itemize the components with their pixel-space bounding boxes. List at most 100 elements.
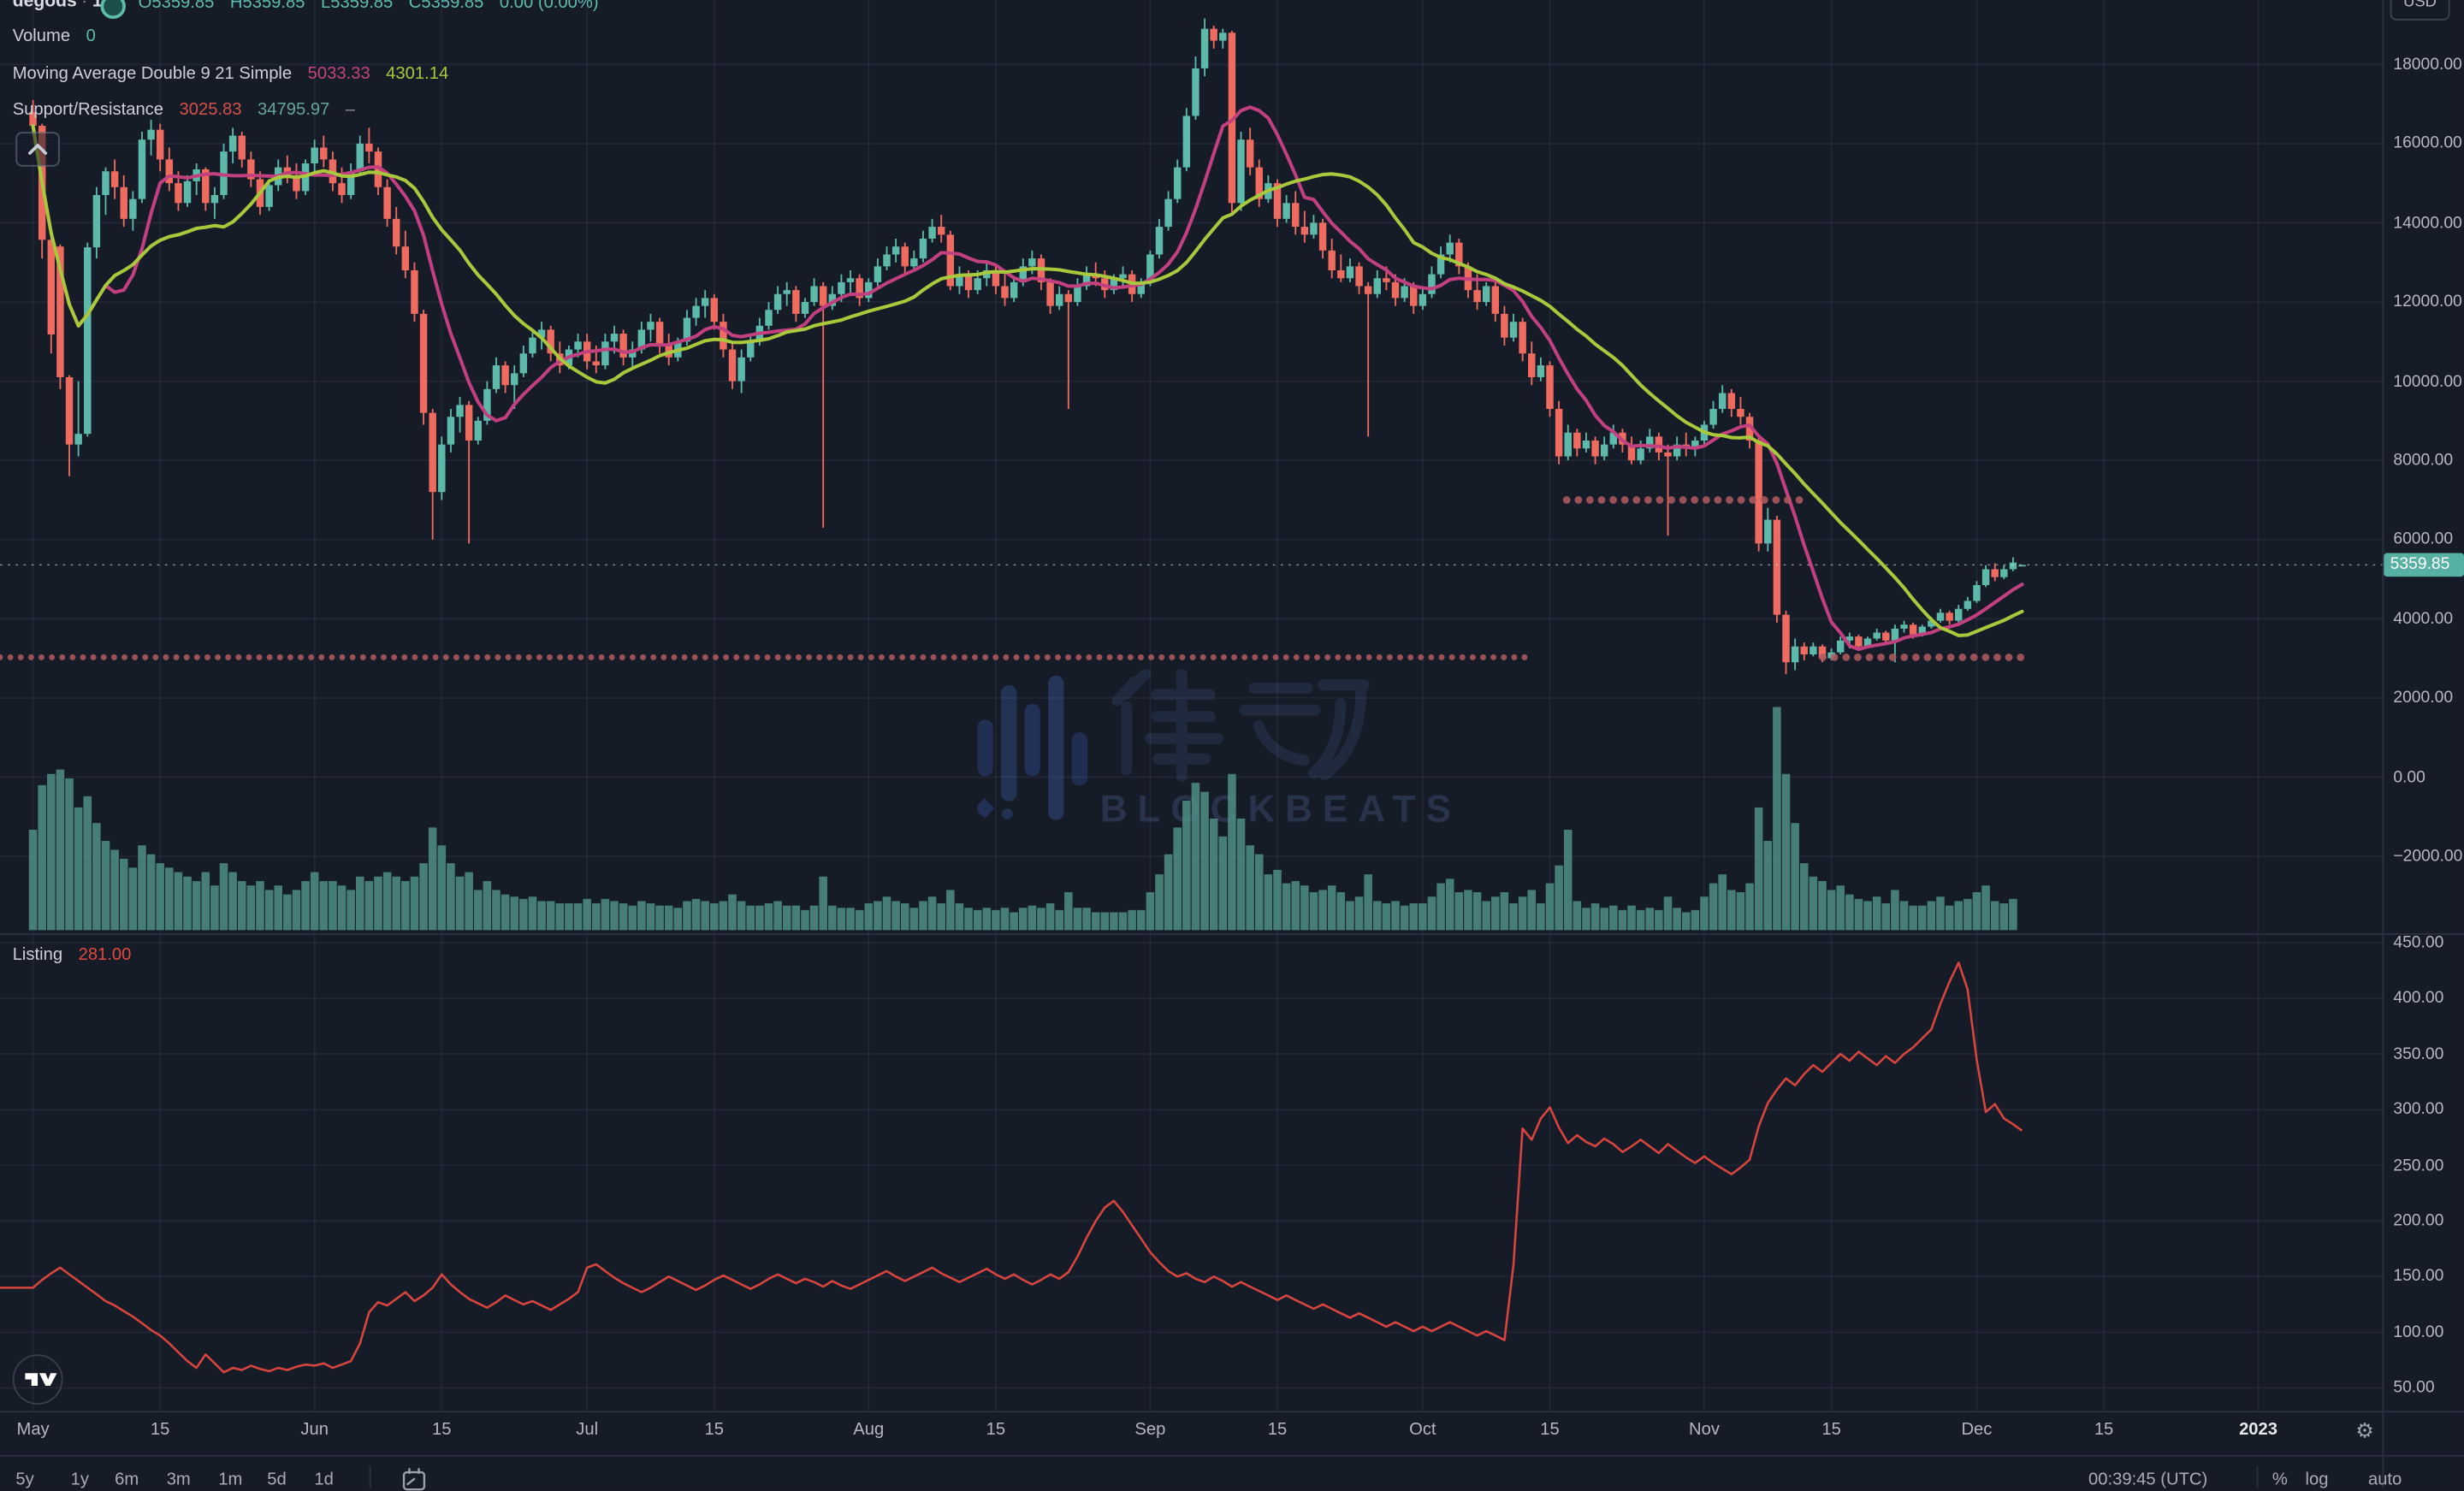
volume-bar	[828, 905, 837, 931]
candle-body	[574, 341, 582, 350]
percent-scale-button[interactable]: %	[2272, 1470, 2288, 1490]
support-resistance-dot	[432, 654, 439, 660]
candle-body	[919, 238, 927, 259]
volume-bar	[837, 908, 846, 931]
calendar-icon[interactable]	[402, 1468, 427, 1491]
auto-scale-button[interactable]: auto	[2367, 1470, 2402, 1490]
volume-bar	[1791, 823, 1799, 931]
candle-body	[1546, 365, 1554, 409]
volume-bar	[1527, 890, 1537, 931]
time-axis-label: 15	[2094, 1420, 2114, 1440]
legend-sr-row[interactable]: Support/Resistance 3025.83 34795.97 –	[13, 101, 355, 120]
legend-listing-row[interactable]: Listing 281.00	[13, 946, 132, 965]
collapse-legend-button[interactable]	[15, 132, 60, 167]
time-axis-label: 15	[1267, 1420, 1288, 1440]
support-resistance-dot	[1282, 654, 1289, 660]
timeframe-button-1y[interactable]: 1y	[70, 1470, 90, 1490]
candle-body	[429, 412, 436, 493]
listing-tick-label: 250.00	[2393, 1156, 2444, 1175]
volume-bar	[56, 769, 65, 931]
time-axis-label: 15	[704, 1420, 725, 1440]
support-resistance-dot	[318, 654, 325, 660]
volume-bar	[982, 908, 992, 931]
candle-body	[383, 186, 391, 219]
support-resistance-dot	[1106, 654, 1113, 660]
candle-body	[228, 135, 237, 152]
volume-bar	[1045, 903, 1055, 931]
candle-body	[1709, 408, 1717, 425]
volume-bar	[1537, 903, 1545, 931]
tradingview-logo[interactable]	[12, 1354, 63, 1405]
volume-bar	[1491, 896, 1500, 931]
pane-separator[interactable]	[0, 933, 2464, 935]
support-resistance-dot	[525, 654, 532, 660]
candle-body	[129, 198, 137, 219]
candle-body	[483, 388, 491, 421]
support-resistance-dot	[17, 654, 24, 660]
timeframe-button-1m[interactable]: 1m	[218, 1470, 243, 1490]
ma-fast-value: 5033.33	[307, 63, 370, 83]
volume-bar	[1228, 773, 1236, 931]
candle-body	[1873, 632, 1881, 639]
toolbar-divider	[369, 1465, 371, 1488]
candle-body	[210, 195, 219, 204]
candle-body	[338, 183, 346, 196]
price-tick-label: 12000.00	[2393, 292, 2462, 312]
candle-body	[2009, 562, 2017, 570]
price-tick-label: 6000.00	[2393, 530, 2454, 549]
volume-bar	[565, 903, 573, 931]
volume-bar	[128, 867, 138, 931]
candle-body	[1664, 452, 1672, 457]
volume-bar	[1700, 896, 1709, 931]
volume-bar	[855, 909, 864, 931]
watermark-latin-text: BLOCKBEATS	[1099, 789, 1461, 831]
volume-bar	[1100, 912, 1110, 931]
legend-ma-row[interactable]: Moving Average Double 9 21 Simple 5033.3…	[13, 63, 449, 82]
volume-bar	[664, 905, 673, 931]
candle-body	[883, 254, 891, 267]
candle-body	[411, 269, 418, 314]
timeframe-button-3m[interactable]: 3m	[166, 1470, 191, 1490]
support-resistance-dot	[1469, 654, 1476, 660]
candle-body	[1745, 417, 1754, 441]
timeframe-button-1d[interactable]: 1d	[314, 1470, 334, 1490]
legend-volume-row[interactable]: Volume 0	[13, 27, 96, 45]
volume-bar	[1799, 863, 1809, 931]
support-resistance-dot	[1438, 654, 1445, 660]
support-resistance-dot	[1397, 654, 1404, 660]
volume-bar	[1881, 903, 1891, 931]
timeframe-button-6m[interactable]: 6m	[115, 1470, 139, 1490]
currency-button[interactable]: USD	[2390, 0, 2450, 21]
clock-utc[interactable]: 00:39:45 (UTC)	[2088, 1470, 2208, 1490]
support-resistance-dot	[298, 654, 305, 660]
candle-body	[1509, 322, 1518, 338]
candle-body	[1373, 278, 1382, 294]
candle-body	[1582, 441, 1590, 449]
volume-bar	[1309, 892, 1318, 931]
log-scale-button[interactable]: log	[2305, 1470, 2329, 1490]
candle-body	[974, 278, 981, 291]
candle-body	[1691, 441, 1699, 449]
listing-tick-label: 350.00	[2393, 1044, 2444, 1064]
listing-tick-label: 150.00	[2393, 1267, 2444, 1287]
volume-bar	[1373, 901, 1382, 931]
support-resistance-dot	[287, 654, 293, 660]
volume-bar	[138, 845, 146, 931]
timeframe-button-5d[interactable]: 5d	[267, 1470, 287, 1490]
time-axis-gear-icon[interactable]: ⚙	[2355, 1418, 2374, 1443]
volume-bar	[573, 903, 583, 931]
volume-bar	[1718, 874, 1727, 931]
support-resistance-dot	[349, 654, 356, 660]
candle-body	[1028, 258, 1036, 267]
support-resistance-dot	[1737, 496, 1745, 504]
volume-bar	[465, 872, 473, 931]
support-resistance-dot	[536, 654, 542, 660]
time-axis-label: Oct	[1409, 1420, 1436, 1440]
volume-bar	[628, 905, 637, 931]
candle-body	[1082, 274, 1091, 287]
candle-body	[1491, 286, 1500, 314]
timeframe-button-5y[interactable]: 5y	[15, 1470, 34, 1490]
listing-indicator-line	[0, 961, 2023, 1374]
support-resistance-dot	[1784, 496, 1792, 504]
